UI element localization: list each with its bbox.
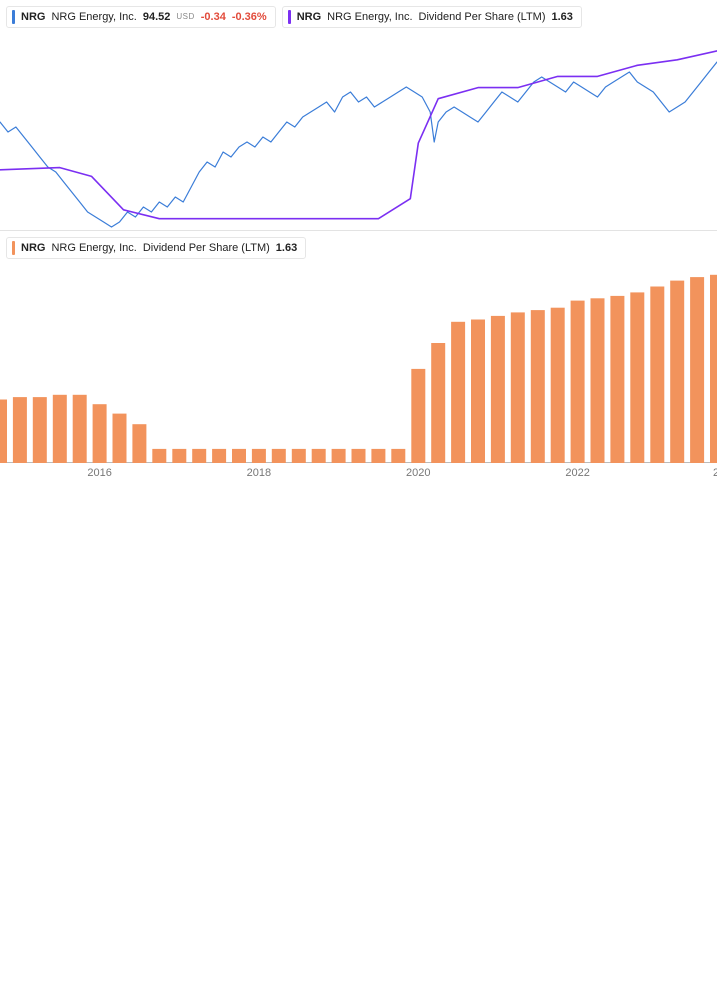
bar bbox=[73, 395, 87, 463]
legend-ticker: NRG bbox=[297, 9, 321, 25]
legend-metric-label: Dividend Per Share (LTM) bbox=[419, 9, 546, 25]
legend-row-bottom: NRG NRG Energy, Inc. Dividend Per Share … bbox=[0, 231, 717, 263]
x-tick-label: 2016 bbox=[87, 467, 111, 479]
legend-price: 94.52 bbox=[143, 9, 171, 25]
bar bbox=[332, 449, 346, 463]
chart-series bbox=[0, 51, 717, 219]
bar bbox=[292, 449, 306, 463]
bar bbox=[431, 343, 445, 463]
legend-color-dps bbox=[288, 10, 291, 24]
bar bbox=[272, 449, 286, 463]
chart-series bbox=[0, 62, 717, 227]
bar bbox=[391, 449, 405, 463]
legend-pill-price[interactable]: NRG NRG Energy, Inc. 94.52 USD -0.34 -0.… bbox=[6, 6, 276, 28]
legend-change-pct: -0.36% bbox=[232, 9, 267, 25]
bar bbox=[610, 296, 624, 463]
legend-name: NRG Energy, Inc. bbox=[327, 9, 412, 25]
legend-currency: USD bbox=[176, 9, 194, 25]
bar bbox=[212, 449, 226, 463]
bar bbox=[451, 322, 465, 463]
bar bbox=[491, 316, 505, 463]
page: NRG NRG Energy, Inc. 94.52 USD -0.34 -0.… bbox=[0, 0, 717, 499]
legend-pill-bar[interactable]: NRG NRG Energy, Inc. Dividend Per Share … bbox=[6, 237, 306, 259]
legend-metric-value: 1.63 bbox=[552, 9, 573, 25]
bar bbox=[352, 449, 366, 463]
bar bbox=[551, 308, 565, 463]
bar bbox=[0, 400, 7, 464]
bar bbox=[232, 449, 246, 463]
bar bbox=[53, 395, 67, 463]
bar-x-axis: 2016 2018 2020 2022 2 bbox=[0, 463, 717, 483]
bar bbox=[531, 310, 545, 463]
bar-chart-svg bbox=[0, 263, 717, 463]
legend-metric-label: Dividend Per Share (LTM) bbox=[143, 240, 270, 256]
legend-metric-value: 1.63 bbox=[276, 240, 297, 256]
legend-ticker: NRG bbox=[21, 240, 45, 256]
legend-name: NRG Energy, Inc. bbox=[51, 9, 136, 25]
dps-bar-panel: NRG NRG Energy, Inc. Dividend Per Share … bbox=[0, 231, 717, 499]
bar bbox=[113, 414, 127, 463]
bar bbox=[571, 301, 585, 463]
bar bbox=[710, 275, 717, 463]
bar bbox=[690, 277, 704, 463]
legend-name: NRG Energy, Inc. bbox=[51, 240, 136, 256]
bar bbox=[630, 292, 644, 463]
bar bbox=[312, 449, 326, 463]
x-tick-label: 2018 bbox=[247, 467, 271, 479]
bar bbox=[152, 449, 166, 463]
bar bbox=[670, 281, 684, 463]
bar bbox=[33, 397, 47, 463]
bar bbox=[371, 449, 385, 463]
x-tick-label: 2022 bbox=[565, 467, 589, 479]
bar bbox=[511, 312, 525, 463]
legend-change-abs: -0.34 bbox=[201, 9, 226, 25]
bar bbox=[252, 449, 266, 463]
legend-color-price bbox=[12, 10, 15, 24]
bar bbox=[132, 424, 146, 463]
legend-color-bar bbox=[12, 241, 15, 255]
x-tick-label: 2 bbox=[713, 467, 717, 479]
bar bbox=[172, 449, 186, 463]
bar bbox=[93, 404, 107, 463]
price-dps-line-panel: NRG NRG Energy, Inc. 94.52 USD -0.34 -0.… bbox=[0, 0, 717, 231]
bar bbox=[591, 298, 605, 463]
legend-ticker: NRG bbox=[21, 9, 45, 25]
bar bbox=[13, 397, 27, 463]
line-chart-svg bbox=[0, 32, 717, 232]
bar bbox=[192, 449, 206, 463]
bar bbox=[650, 287, 664, 464]
bar bbox=[411, 369, 425, 463]
x-tick-label: 2020 bbox=[406, 467, 430, 479]
legend-row-top: NRG NRG Energy, Inc. 94.52 USD -0.34 -0.… bbox=[0, 0, 717, 32]
legend-pill-dps[interactable]: NRG NRG Energy, Inc. Dividend Per Share … bbox=[282, 6, 582, 28]
bar bbox=[471, 320, 485, 464]
